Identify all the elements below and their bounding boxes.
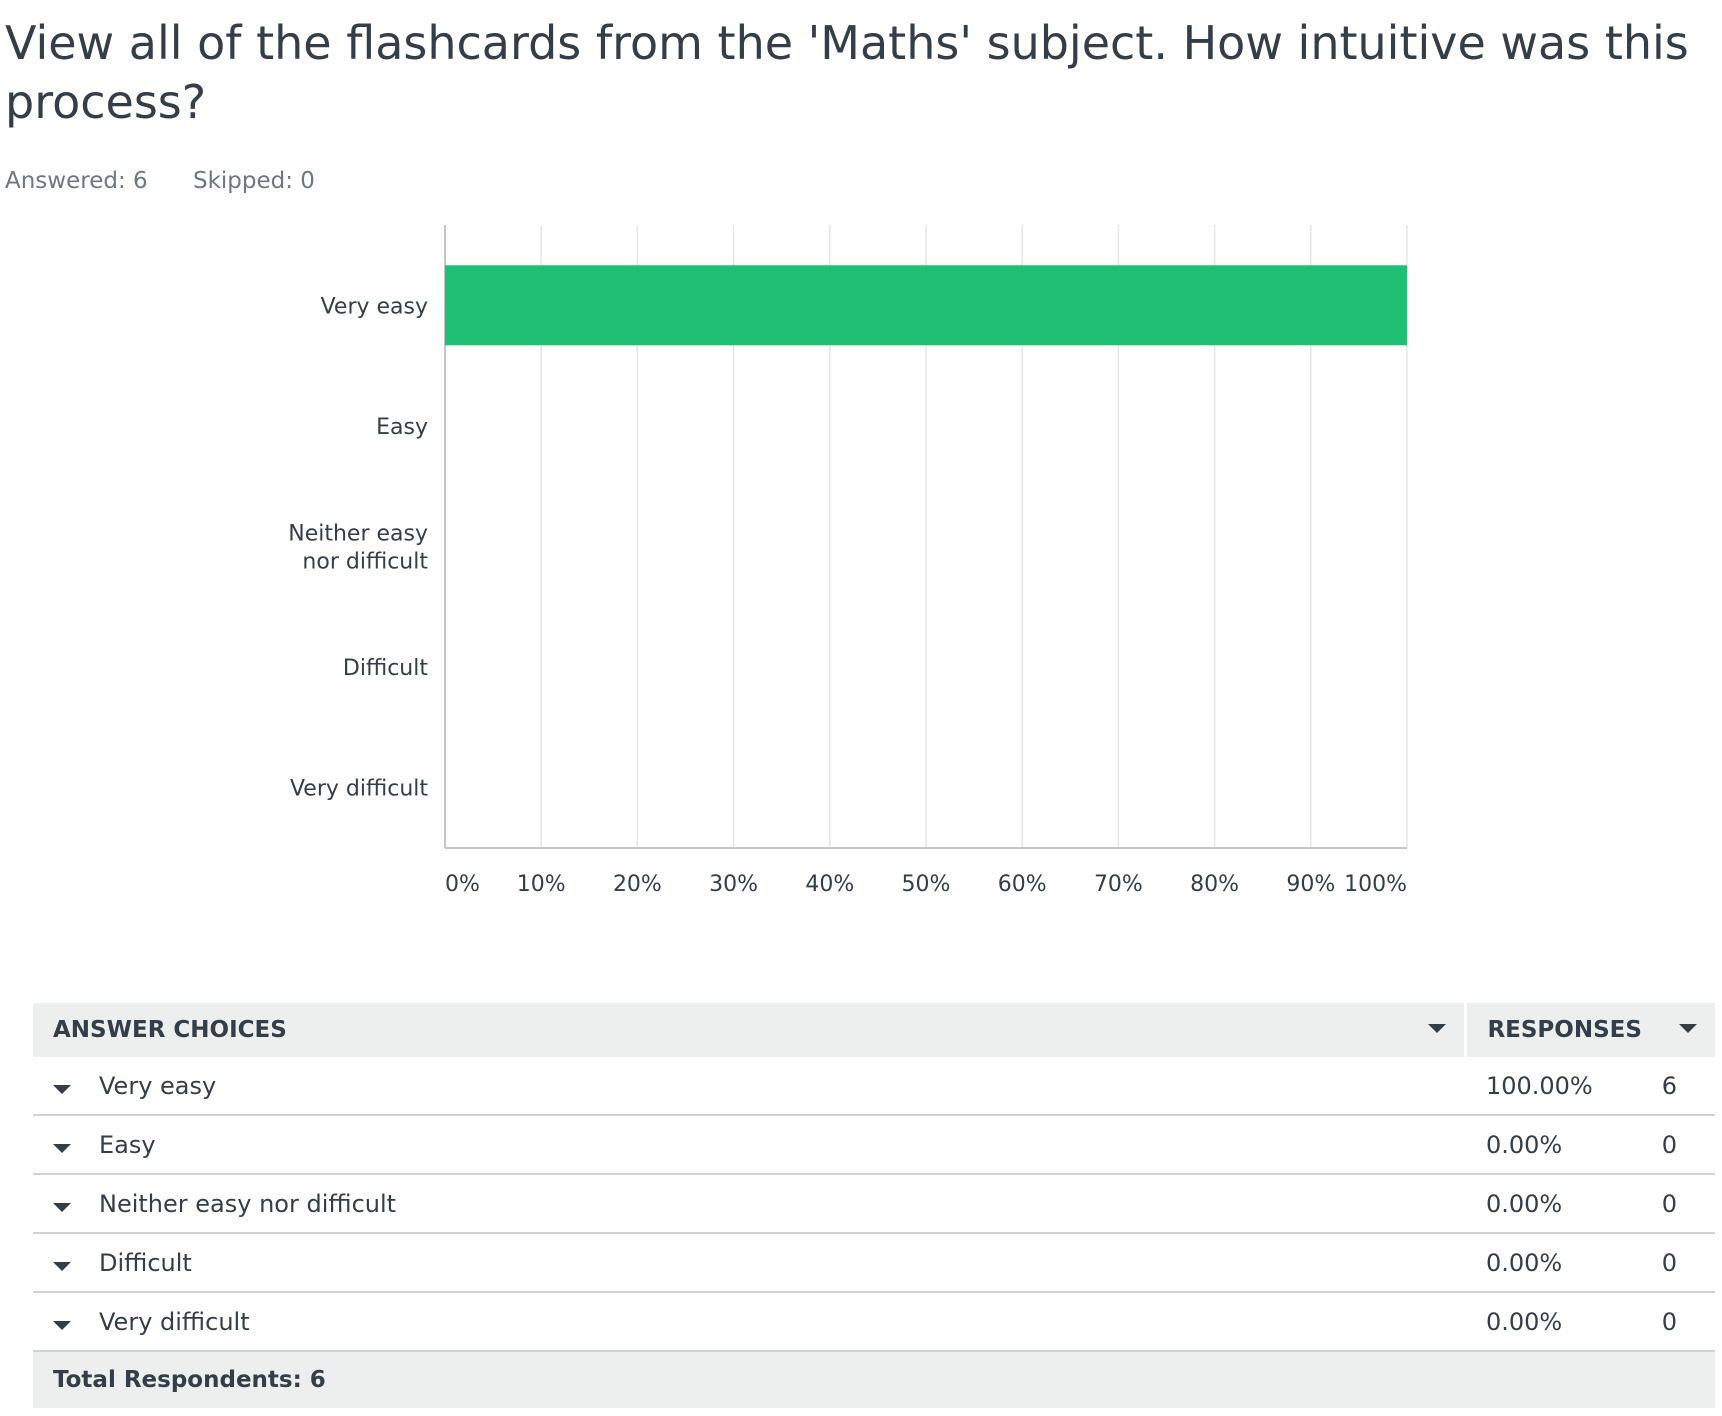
x-tick-label: 40% xyxy=(805,872,854,897)
expand-caret-icon[interactable] xyxy=(53,1143,71,1153)
choice-percent: 0.00% xyxy=(1465,1233,1641,1293)
category-label: Difficult xyxy=(343,656,428,681)
choice-percent: 0.00% xyxy=(1465,1292,1641,1352)
table-row: Neither easy nor difficult 0.00% 0 xyxy=(33,1174,1715,1234)
choice-label: Easy xyxy=(98,1115,1466,1175)
category-label: Very easy xyxy=(321,294,428,319)
total-respondents: Total Respondents: 6 xyxy=(33,1351,1715,1408)
choice-count: 0 xyxy=(1640,1115,1715,1175)
answer-summary-table: ANSWER CHOICES RESPONSES Very easy 100.0… xyxy=(33,1003,1715,1408)
sort-caret-icon[interactable] xyxy=(1428,1024,1447,1033)
category-label: Neither easy xyxy=(288,522,428,547)
category-label: Easy xyxy=(376,415,428,440)
responses-header[interactable]: RESPONSES xyxy=(1465,1003,1715,1057)
answer-choices-header[interactable]: ANSWER CHOICES xyxy=(33,1003,1468,1057)
category-label: Very difficult xyxy=(290,777,428,802)
responses-header-label: RESPONSES xyxy=(1487,1017,1642,1043)
expand-caret-icon[interactable] xyxy=(53,1320,71,1330)
x-tick-label: 100% xyxy=(1344,872,1407,897)
table-row: Easy 0.00% 0 xyxy=(33,1115,1715,1175)
choice-label: Difficult xyxy=(98,1233,1466,1293)
table-row: Very easy 100.00% 6 xyxy=(33,1057,1715,1116)
choice-percent: 100.00% xyxy=(1465,1057,1641,1116)
question-title: View all of the flashcards from the 'Mat… xyxy=(5,16,1689,129)
expand-caret-icon[interactable] xyxy=(53,1261,71,1271)
total-row: Total Respondents: 6 xyxy=(33,1351,1715,1408)
x-tick-label: 10% xyxy=(517,872,566,897)
answered-count: Answered: 6 xyxy=(5,168,148,194)
x-tick-label: 90% xyxy=(1286,872,1335,897)
x-tick-label: 50% xyxy=(902,872,951,897)
table-row: Very difficult 0.00% 0 xyxy=(33,1292,1715,1352)
x-tick-label: 30% xyxy=(709,872,758,897)
skipped-count: Skipped: 0 xyxy=(192,168,315,194)
expand-caret-icon[interactable] xyxy=(53,1202,71,1212)
response-stats: Answered: 6 Skipped: 0 xyxy=(5,168,353,194)
choice-count: 0 xyxy=(1640,1292,1715,1352)
choice-percent: 0.00% xyxy=(1465,1174,1641,1234)
choice-count: 0 xyxy=(1640,1233,1715,1293)
choice-label: Very difficult xyxy=(98,1292,1466,1352)
expand-caret-icon[interactable] xyxy=(53,1084,71,1094)
sort-caret-icon[interactable] xyxy=(1679,1024,1697,1033)
x-tick-label: 0% xyxy=(445,872,480,897)
bar xyxy=(445,265,1407,346)
choice-label: Neither easy nor difficult xyxy=(98,1174,1466,1234)
choice-label: Very easy xyxy=(98,1057,1466,1116)
choice-count: 6 xyxy=(1640,1057,1715,1116)
bar-chart: 0% 10% 20% 30% 40% 50% 60% 70% 80% 90% 100% Very ea… xyxy=(288,225,1408,897)
choice-percent: 0.00% xyxy=(1465,1115,1641,1175)
x-tick-label: 70% xyxy=(1094,872,1143,897)
x-tick-label: 60% xyxy=(998,872,1047,897)
x-tick-label: 20% xyxy=(613,872,662,897)
choice-count: 0 xyxy=(1640,1174,1715,1234)
table-row: Difficult 0.00% 0 xyxy=(33,1233,1715,1293)
x-tick-label: 80% xyxy=(1190,872,1239,897)
category-label: nor difficult xyxy=(302,550,428,575)
answer-choices-header-label: ANSWER CHOICES xyxy=(53,1017,287,1043)
